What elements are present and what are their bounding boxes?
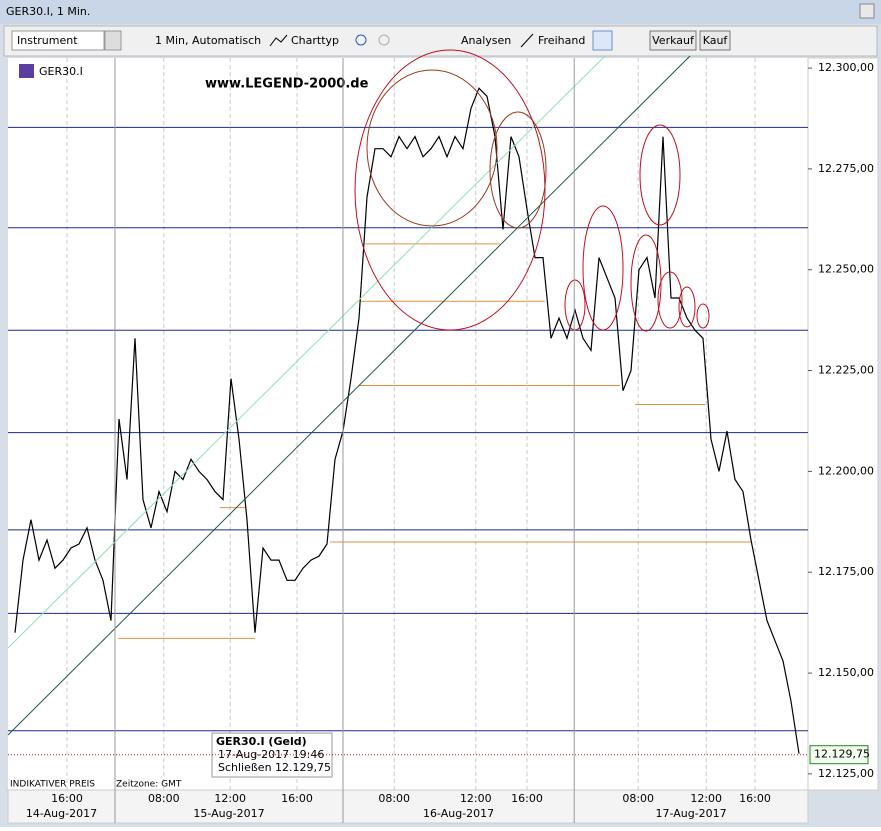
zoom-out[interactable] bbox=[378, 34, 390, 46]
charttype-menu[interactable]: Charttyp bbox=[291, 34, 339, 47]
y-tick-label: 12.225,00 bbox=[818, 364, 874, 377]
tooltip-date: 17-Aug-2017 19:46 bbox=[218, 748, 324, 761]
tooltip-title: GER30.I (Geld) bbox=[216, 735, 307, 748]
close-button[interactable] bbox=[859, 3, 875, 19]
freehand-icon bbox=[520, 33, 534, 48]
zoom-in[interactable] bbox=[355, 34, 367, 46]
instrument-picker[interactable] bbox=[104, 30, 122, 51]
y-tick-label: 12.300,00 bbox=[818, 61, 874, 74]
buy-button[interactable] bbox=[699, 30, 731, 51]
sell-label: Verkauf bbox=[652, 34, 695, 47]
ellipse bbox=[582, 205, 624, 331]
day-label: 16-Aug-2017 bbox=[423, 807, 494, 820]
ellipse bbox=[630, 234, 662, 332]
ellipse bbox=[366, 69, 498, 227]
trendline bbox=[7, 55, 691, 736]
x-tick-label: 12:00 bbox=[690, 792, 722, 805]
last-price-label: 12.129,75 bbox=[814, 748, 870, 761]
analyses-menu[interactable]: Analysen bbox=[461, 34, 511, 47]
x-tick-label: 08:00 bbox=[148, 792, 180, 805]
instrument-label[interactable]: GER30.I bbox=[39, 65, 83, 78]
y-tick-label: 12.150,00 bbox=[818, 666, 874, 679]
last-price-box bbox=[809, 745, 869, 765]
price-axis bbox=[807, 57, 879, 791]
day-label: 14-Aug-2017 bbox=[26, 807, 97, 820]
eraser-tool[interactable] bbox=[592, 30, 613, 51]
timezone: Zeitzone: GMT bbox=[116, 780, 182, 790]
x-tick-label: 08:00 bbox=[622, 792, 654, 805]
x-tick-label: 08:00 bbox=[378, 792, 410, 805]
x-tick-label: 16:00 bbox=[51, 792, 83, 805]
buy-label: Kauf bbox=[703, 34, 729, 47]
watermark: www.LEGEND-2000.de bbox=[205, 77, 369, 92]
day-label: 17-Aug-2017 bbox=[656, 807, 727, 820]
y-tick-label: 12.125,00 bbox=[818, 767, 874, 780]
ellipse bbox=[354, 49, 546, 331]
price-line bbox=[14, 87, 800, 754]
y-tick-label: 12.175,00 bbox=[818, 565, 874, 578]
y-tick-label: 12.200,00 bbox=[818, 464, 874, 477]
y-tick-label: 12.250,00 bbox=[818, 263, 874, 276]
ellipse bbox=[657, 271, 683, 329]
drawings bbox=[7, 49, 710, 736]
y-tick-label: 12.275,00 bbox=[818, 162, 874, 175]
interval-menu[interactable]: 1 Min, Automatisch bbox=[155, 34, 261, 47]
toolbar bbox=[3, 25, 878, 57]
instrument-placeholder: Instrument bbox=[17, 34, 78, 47]
sell-button[interactable] bbox=[649, 30, 697, 51]
plot-area bbox=[8, 58, 808, 790]
trendline bbox=[7, 55, 606, 649]
ellipse bbox=[564, 279, 586, 331]
freehand-menu[interactable]: Freihand bbox=[538, 34, 585, 47]
instrument-input[interactable] bbox=[11, 30, 105, 51]
x-tick-label: 12:00 bbox=[460, 792, 492, 805]
tooltip-close: 12.129,75 bbox=[275, 761, 331, 774]
window-title: GER30.I, 1 Min. bbox=[6, 5, 90, 18]
x-tick-label: 12:00 bbox=[214, 792, 246, 805]
tooltip-close-label: Schließen bbox=[218, 761, 272, 774]
x-tick-label: 16:00 bbox=[511, 792, 543, 805]
x-tick-label: 16:00 bbox=[281, 792, 313, 805]
time-axis bbox=[7, 789, 809, 824]
ellipse bbox=[639, 124, 681, 226]
title-bar bbox=[0, 0, 881, 24]
x-tick-label: 16:00 bbox=[739, 792, 771, 805]
ellipse bbox=[696, 303, 710, 329]
ellipse bbox=[489, 111, 547, 229]
ellipse bbox=[678, 286, 696, 328]
footer-note: INDIKATIVER PREIS bbox=[10, 780, 95, 790]
charttype-icon bbox=[269, 34, 288, 47]
day-label: 15-Aug-2017 bbox=[193, 807, 264, 820]
cfd-icon bbox=[19, 64, 34, 78]
